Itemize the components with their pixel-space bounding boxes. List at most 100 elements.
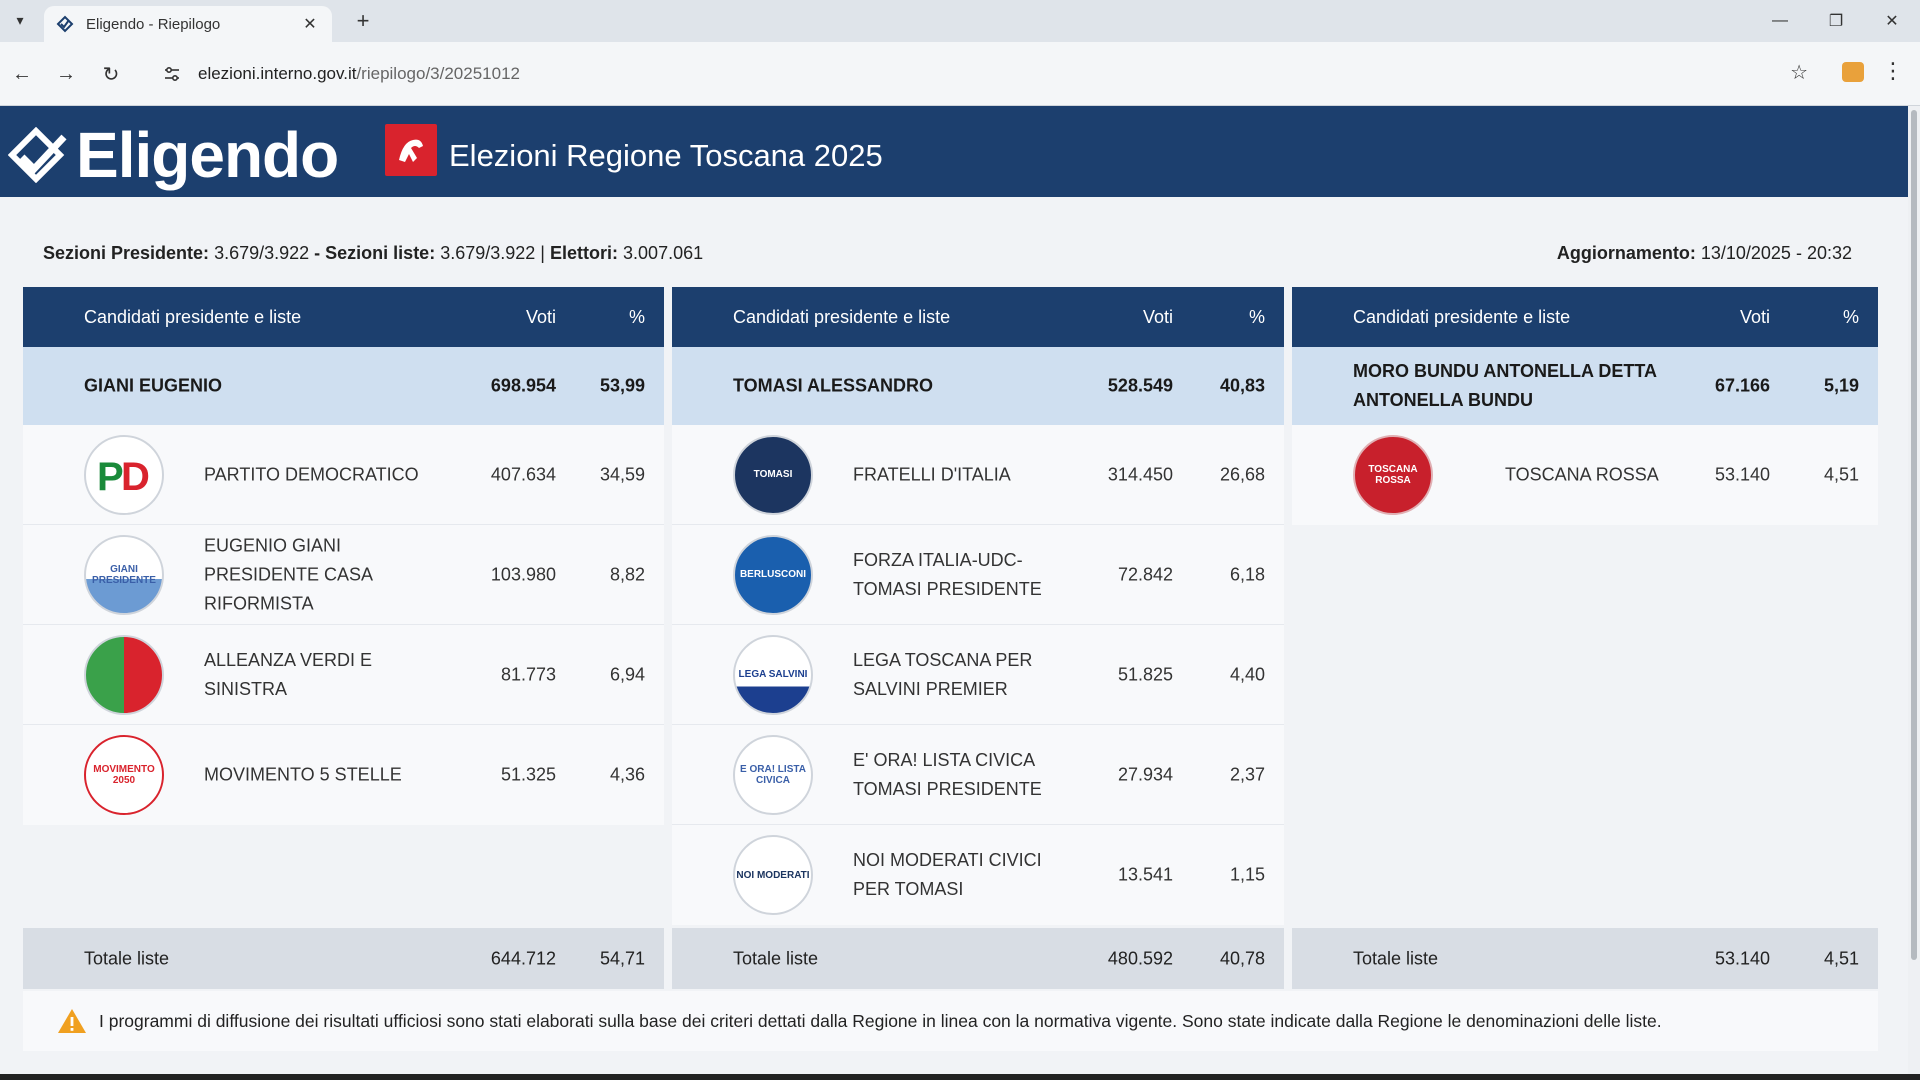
candidate-row[interactable]: GIANI EUGENIO 698.954 53,99 [23, 347, 664, 425]
list-votes: 51.825 [1117, 664, 1173, 684]
brand-name: Eligendo [76, 119, 339, 191]
list-pct: 1,15 [1229, 864, 1265, 885]
browser-tab-bar: ▾ Eligendo - Riepilogo ✕ + — ❐ ✕ [0, 0, 1920, 42]
header-votes-label: Voti [1739, 306, 1770, 327]
svg-text:P: P [97, 455, 124, 499]
candidate-row[interactable]: TOMASI ALESSANDRO 528.549 40,83 [672, 347, 1284, 425]
minimize-icon[interactable]: — [1772, 12, 1788, 29]
list-pct: 8,82 [609, 564, 645, 584]
avs-logo-icon [84, 634, 164, 715]
forza-italia-logo-icon: BERLUSCONI [733, 534, 813, 615]
update-value: 13/10/2025 - 20:32 [1700, 243, 1852, 263]
list-row[interactable]: GIANI PRESIDENTE EUGENIO GIANI PRESIDENT… [23, 525, 664, 625]
total-label: Totale liste [84, 948, 170, 968]
extension-icon[interactable] [1842, 62, 1864, 82]
page-scrollbar[interactable] [1908, 106, 1920, 1080]
list-name: E' ORA! LISTA CIVICA TOMASI PRESIDENTE [853, 749, 1042, 799]
column-header: Candidati presidente e liste Voti % [1292, 287, 1878, 347]
update-label: Aggiornamento: [1556, 243, 1696, 263]
candidate-votes: 698.954 [490, 375, 556, 396]
fdi-logo-icon: TOMASI [733, 434, 813, 515]
sezioni-presidente-label: Sezioni Presidente: [43, 243, 210, 263]
list-name: NOI MODERATI CIVICI PER TOMASI [853, 850, 1042, 899]
results-summary: Sezioni Presidente: 3.679/3.922 - Sezion… [0, 197, 1908, 1080]
list-votes: 407.634 [490, 464, 556, 484]
candidate-name: GIANI EUGENIO [84, 375, 223, 396]
list-row[interactable]: MOVIMENTO 2050 MOVIMENTO 5 STELLE 51.325… [23, 725, 664, 825]
total-pct: 40,78 [1219, 948, 1265, 968]
toscana-region-emblem-icon [385, 124, 437, 176]
browser-menu-icon[interactable]: ⋮ [1882, 58, 1904, 83]
lega-logo-icon: LEGA SALVINI [733, 634, 813, 715]
column-header: Candidati presidente e liste Voti % [672, 287, 1284, 347]
list-row[interactable]: TOMASI FRATELLI D'ITALIA 314.450 26,68 [672, 425, 1284, 525]
candidate-column-tomasi: Candidati presidente e liste Voti % TOMA… [672, 287, 1284, 925]
total-votes: 644.712 [490, 948, 556, 968]
header-pct-label: % [1248, 306, 1265, 327]
sezioni-liste-label: - Sezioni liste: [314, 243, 436, 263]
list-votes: 13.541 [1117, 864, 1173, 885]
toscana-rossa-logo-icon: TOSCANA ROSSA [1353, 435, 1433, 515]
list-votes: 27.934 [1117, 764, 1173, 784]
total-pct: 4,51 [1823, 948, 1859, 968]
sections-info: Sezioni Presidente: 3.679/3.922 - Sezion… [43, 243, 703, 264]
header-votes-label: Voti [1142, 306, 1173, 327]
site-header: Eligendo Elezioni Regione Toscana 2025 [0, 106, 1908, 197]
candidate-column-giani: Candidati presidente e liste Voti % GIAN… [23, 287, 664, 825]
candidate-pct: 40,83 [1219, 375, 1265, 396]
list-votes: 72.842 [1117, 564, 1173, 584]
candidate-votes: 528.549 [1107, 375, 1173, 396]
candidate-column-bundu: Candidati presidente e liste Voti % MORO… [1292, 287, 1878, 525]
new-tab-plus-icon[interactable]: + [356, 8, 370, 33]
list-pct: 6,94 [609, 664, 645, 684]
url-path: /riepilogo/3/20251012 [356, 64, 520, 83]
total-votes: 480.592 [1107, 948, 1173, 968]
total-lists-row: Totale liste 480.592 40,78 [672, 928, 1284, 989]
column-header: Candidati presidente e liste Voti % [23, 287, 664, 347]
list-pct: 4,51 [1823, 464, 1859, 485]
header-votes-label: Voti [525, 306, 556, 327]
tab-close-icon[interactable]: ✕ [303, 16, 317, 33]
list-name: TOSCANA ROSSA [1505, 464, 1659, 485]
reload-icon[interactable]: ↻ [102, 63, 120, 86]
eligendo-logo[interactable]: Eligendo [7, 118, 339, 192]
browser-tab[interactable]: Eligendo - Riepilogo ✕ [44, 6, 332, 42]
list-row[interactable]: NOI MODERATI NOI MODERATI CIVICI PER TOM… [672, 825, 1284, 925]
list-pct: 6,18 [1229, 564, 1265, 584]
list-row[interactable]: BERLUSCONI FORZA ITALIA-UDC-TOMASI PRESI… [672, 525, 1284, 625]
eligendo-favicon-icon [56, 15, 74, 33]
header-candidates-label: Candidati presidente e liste [733, 306, 951, 327]
window-controls: — ❐ ✕ [1752, 0, 1920, 42]
eligendo-mark-icon [7, 126, 70, 184]
sezioni-liste-value: 3.679/3.922 | [440, 243, 545, 263]
disclaimer-notice: I programmi di diffusione dei risultati … [23, 991, 1878, 1051]
list-pct: 2,37 [1229, 764, 1265, 784]
total-pct: 54,71 [599, 948, 645, 968]
scrollbar-thumb[interactable] [1911, 110, 1917, 960]
forward-arrow-icon[interactable]: → [56, 62, 76, 85]
list-votes: 81.773 [500, 664, 556, 684]
update-info: Aggiornamento: 13/10/2025 - 20:32 [1557, 243, 1852, 264]
list-pct: 26,68 [1219, 464, 1265, 484]
noi-moderati-logo-icon: NOI MODERATI [733, 835, 813, 915]
bookmark-star-icon[interactable]: ☆ [1790, 62, 1808, 84]
tab-search-chevron-icon[interactable]: ▾ [16, 11, 24, 28]
close-window-icon[interactable]: ✕ [1885, 13, 1899, 30]
list-row[interactable]: ALLEANZA VERDI E SINISTRA 81.773 6,94 [23, 625, 664, 725]
restore-icon[interactable]: ❐ [1828, 13, 1844, 30]
site-settings-icon[interactable] [160, 62, 184, 86]
list-votes: 53.140 [1714, 464, 1770, 485]
back-arrow-icon[interactable]: ← [12, 62, 32, 85]
list-row[interactable]: E ORA! LISTA CIVICA E' ORA! LISTA CIVICA… [672, 725, 1284, 825]
url-bar[interactable]: elezioni.interno.gov.it/riepilogo/3/2025… [148, 54, 1788, 94]
list-row[interactable]: TOSCANA ROSSA TOSCANA ROSSA 53.140 4,51 [1292, 425, 1878, 525]
candidate-row[interactable]: MORO BUNDU ANTONELLA DETTA ANTONELLA BUN… [1292, 347, 1878, 425]
candidate-votes: 67.166 [1714, 375, 1770, 396]
total-votes: 53.140 [1714, 948, 1770, 968]
list-votes: 103.980 [490, 564, 556, 584]
list-row[interactable]: LEGA SALVINI LEGA TOSCANA PER SALVINI PR… [672, 625, 1284, 725]
list-votes: 51.325 [500, 764, 556, 785]
address-toolbar: ← → ↻ elezioni.interno.gov.it/riepilogo/… [0, 42, 1920, 106]
